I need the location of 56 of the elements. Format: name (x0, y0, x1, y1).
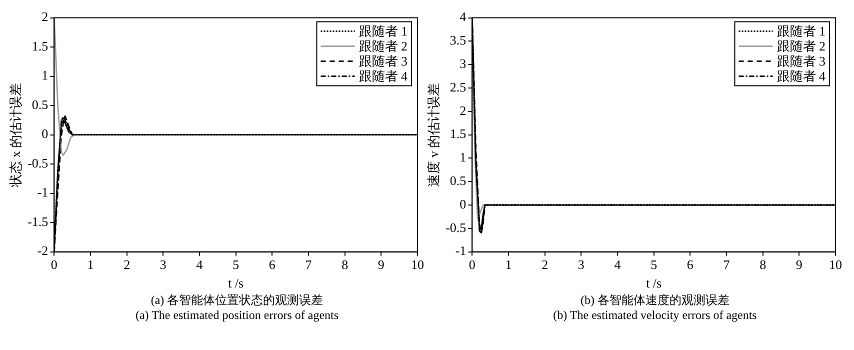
legend-label: 跟随者 3 (358, 54, 408, 69)
legend-label: 跟随者 4 (776, 68, 826, 84)
text: (a) 各智能体位置状态的观测误差 (150, 293, 324, 308)
legend-label: 跟随者 1 (358, 24, 408, 39)
x-tick-label: 8 (342, 257, 348, 272)
text: (b) The estimated velocity errors of agents (552, 308, 758, 323)
x-tick-label: 10 (411, 257, 424, 272)
y-axis-title: 速度 v 的估计误差 (426, 82, 442, 187)
y-tick-label: 2 (42, 9, 48, 24)
x-tick-label: 6 (268, 257, 276, 272)
y-tick-label: -1 (37, 184, 48, 200)
y-tick-label: -0.5 (446, 220, 466, 235)
x-tick-label: 10 (829, 257, 842, 272)
y-tick-label: 1 (42, 68, 48, 83)
x-tick-label: 6 (686, 257, 694, 272)
legend-label: 跟随者 1 (776, 24, 826, 39)
y-tick-label: 0.5 (450, 173, 466, 188)
y-tick-label: 0 (42, 126, 48, 142)
x-tick-label: 1 (505, 257, 512, 272)
y-tick-label: 3.5 (450, 32, 466, 48)
x-tick-label: 4 (196, 257, 204, 272)
y-tick-label: 2.5 (450, 79, 466, 94)
x-tick-label: 9 (378, 257, 384, 272)
x-tick-label: 7 (723, 257, 730, 272)
x-axis-title: t /s (228, 276, 244, 291)
y-tick-label: -0.5 (28, 155, 48, 170)
y-tick-label: -2 (37, 243, 48, 258)
legend-label: 跟随者 3 (776, 54, 826, 69)
x-tick-label: 1 (87, 257, 94, 272)
y-tick-label: -1.5 (28, 214, 48, 229)
y-tick-label: 0 (460, 196, 466, 212)
text: (b) 各智能体速度的观测误差 (580, 293, 730, 308)
x-tick-label: 3 (578, 257, 584, 272)
y-tick-label: 4 (460, 9, 467, 24)
legend-label: 跟随者 2 (776, 38, 826, 54)
x-tick-label: 2 (124, 257, 130, 272)
y-tick-label: 1.5 (32, 38, 48, 54)
legend-label: 跟随者 2 (358, 38, 408, 54)
y-tick-label: 3 (460, 56, 466, 72)
y-tick-label: -1 (455, 243, 466, 258)
text: (a) The estimated position errors of agents (134, 308, 340, 323)
x-tick-label: 3 (160, 257, 166, 272)
x-tick-label: 9 (796, 257, 802, 272)
x-tick-label: 7 (305, 257, 312, 272)
x-tick-label: 5 (232, 257, 240, 272)
y-tick-label: 1 (460, 150, 466, 165)
y-tick-label: 1.5 (450, 126, 466, 142)
legend-label: 跟随者 4 (358, 68, 408, 84)
y-axis-title: 状态 x 的估计误差 (8, 82, 24, 188)
x-tick-label: 8 (760, 257, 766, 272)
x-tick-label: 4 (614, 257, 622, 272)
y-tick-label: 2 (460, 102, 466, 118)
x-axis-title: t /s (646, 276, 662, 291)
y-tick-label: 0.5 (32, 96, 48, 112)
x-tick-label: 5 (650, 257, 658, 272)
x-tick-label: 2 (542, 257, 548, 272)
